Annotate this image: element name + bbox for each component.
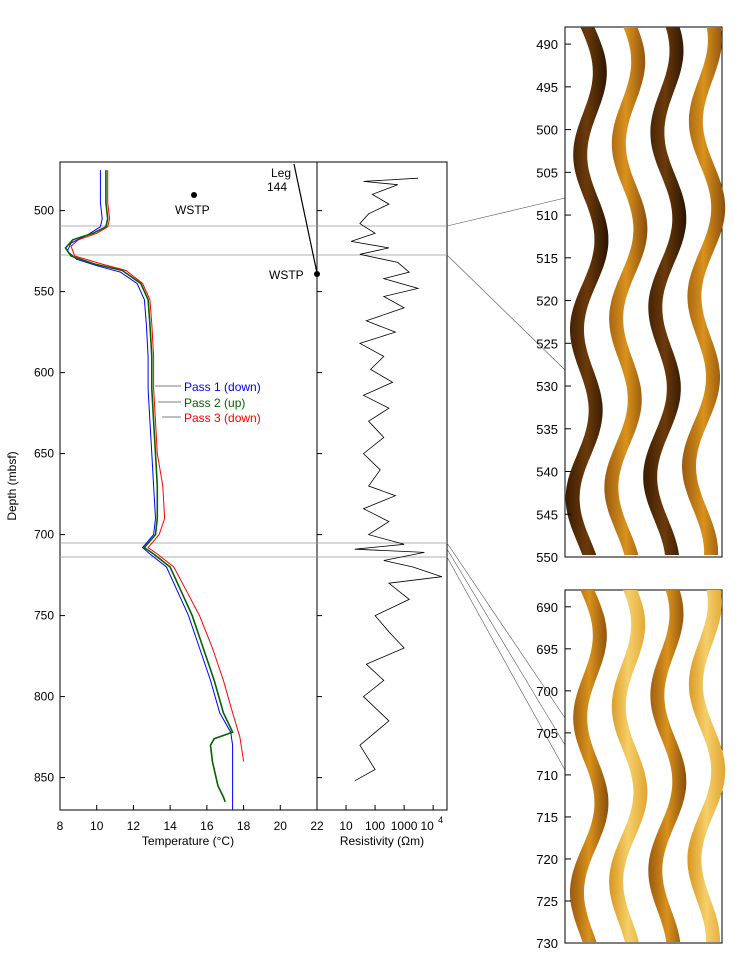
wstp-marker [191, 192, 197, 198]
legend: Pass 1 (down) Pass 2 (up) Pass 3 (down) [155, 380, 261, 425]
fms-tick-label: 715 [536, 810, 558, 825]
x-tick-label-resistivity: 100 [365, 819, 385, 833]
x-tick-label-resistivity: 10 [339, 819, 353, 833]
fms-tick-label: 540 [536, 465, 558, 480]
fms-tick-label: 490 [536, 37, 558, 52]
fms-tick-label: 700 [536, 684, 558, 699]
connector-line [446, 254, 566, 371]
fms-pad-trace [687, 590, 726, 942]
wstp-label-resistivity: WSTP [269, 268, 304, 282]
x-axis-label-resistivity: Resistivity (Ωm) [340, 834, 424, 848]
fms-pad-trace [609, 590, 648, 942]
temperature-series-line [66, 170, 234, 810]
resistivity-axis-ticks: 10 100 1000 10 4 [339, 805, 443, 833]
fms-lower-image [570, 590, 726, 942]
image-log-connectors [446, 197, 566, 771]
temperature-axis-ticks: 8 10 12 14 16 18 20 22 500 550 600 650 700 750 800 850 [34, 204, 324, 833]
fms-pad-trace [648, 590, 687, 942]
fms-lower-depth-ticks: 690 695 700 705 710 715 720 725 730 [536, 600, 571, 951]
fms-tick-label: 730 [536, 936, 558, 951]
x-tick-label: 14 [163, 819, 177, 833]
fms-tick-label: 510 [536, 208, 558, 223]
legend-label-pass-2: Pass 2 (up) [184, 396, 245, 410]
x-tick-label-resistivity: 10 [420, 819, 434, 833]
connector-line [446, 542, 566, 719]
series-layer [64, 170, 443, 810]
fms-tick-label: 525 [536, 336, 558, 351]
y-tick-label: 700 [34, 528, 54, 542]
y-tick-label: 550 [34, 285, 54, 299]
x-axis-label-temperature: Temperature (°C) [142, 834, 234, 848]
y-tick-label: 750 [34, 609, 54, 623]
fms-tick-label: 500 [536, 123, 558, 138]
fms-tick-label: 550 [536, 550, 558, 565]
fms-tick-label: 695 [536, 642, 558, 657]
legend-label-pass-1: Pass 1 (down) [184, 380, 261, 394]
fms-tick-label: 710 [536, 768, 558, 783]
x-tick-label: 8 [57, 819, 64, 833]
fms-tick-label: 530 [536, 379, 558, 394]
y-tick-label: 600 [34, 366, 54, 380]
connector-line [446, 197, 566, 227]
y-tick-label: 800 [34, 690, 54, 704]
x-tick-label: 16 [200, 819, 214, 833]
wstp-label-temperature: WSTP [175, 203, 210, 217]
x-tick-label: 12 [127, 819, 141, 833]
depth-marker-lines [60, 225, 447, 558]
fms-tick-label: 690 [536, 600, 558, 615]
fms-pad-trace [565, 27, 609, 555]
y-tick-label: 500 [34, 204, 54, 218]
fms-tick-label: 705 [536, 726, 558, 741]
y-tick-label: 850 [34, 771, 54, 785]
fms-pad-trace [682, 27, 726, 555]
fms-upper-image [565, 27, 726, 555]
temperature-plot-frame [59, 161, 318, 811]
y-tick-label: 650 [34, 447, 54, 461]
temperature-series-line [70, 170, 245, 762]
leg-label-line2: 144 [267, 180, 287, 194]
x-tick-label: 22 [310, 819, 324, 833]
fms-tick-label: 515 [536, 251, 558, 266]
fms-tick-label: 725 [536, 894, 558, 909]
resistivity-plot-frame [316, 161, 448, 811]
legend-label-pass-3: Pass 3 (down) [184, 411, 261, 425]
resistivity-series-line [350, 177, 443, 782]
leg-label-line1: Leg [271, 166, 291, 180]
fms-tick-label: 505 [536, 165, 558, 180]
wstp-marker-resistivity [314, 271, 320, 277]
fms-tick-label: 535 [536, 422, 558, 437]
fms-upper-depth-ticks: 490 495 500 505 510 515 520 525 530 535 540 545 550 [536, 37, 571, 565]
x-tick-label: 20 [274, 819, 288, 833]
fms-tick-label: 720 [536, 852, 558, 867]
fms-tick-label: 495 [536, 80, 558, 95]
y-axis-label: Depth (mbsf) [5, 451, 19, 520]
leg-pointer-line [293, 163, 318, 274]
fms-pad-trace [570, 590, 609, 942]
x-tick-label: 18 [237, 819, 251, 833]
x-tick-label: 10 [90, 819, 104, 833]
fms-tick-label: 520 [536, 294, 558, 309]
fms-tick-label: 545 [536, 507, 558, 522]
temperature-series-line [64, 170, 234, 803]
fms-pad-trace [643, 27, 687, 555]
x-tick-label-resistivity: 1000 [391, 819, 418, 833]
connector-line [446, 548, 566, 746]
fms-pad-trace [604, 27, 648, 555]
connector-line [446, 556, 566, 771]
x-tick-exponent: 4 [438, 815, 443, 825]
